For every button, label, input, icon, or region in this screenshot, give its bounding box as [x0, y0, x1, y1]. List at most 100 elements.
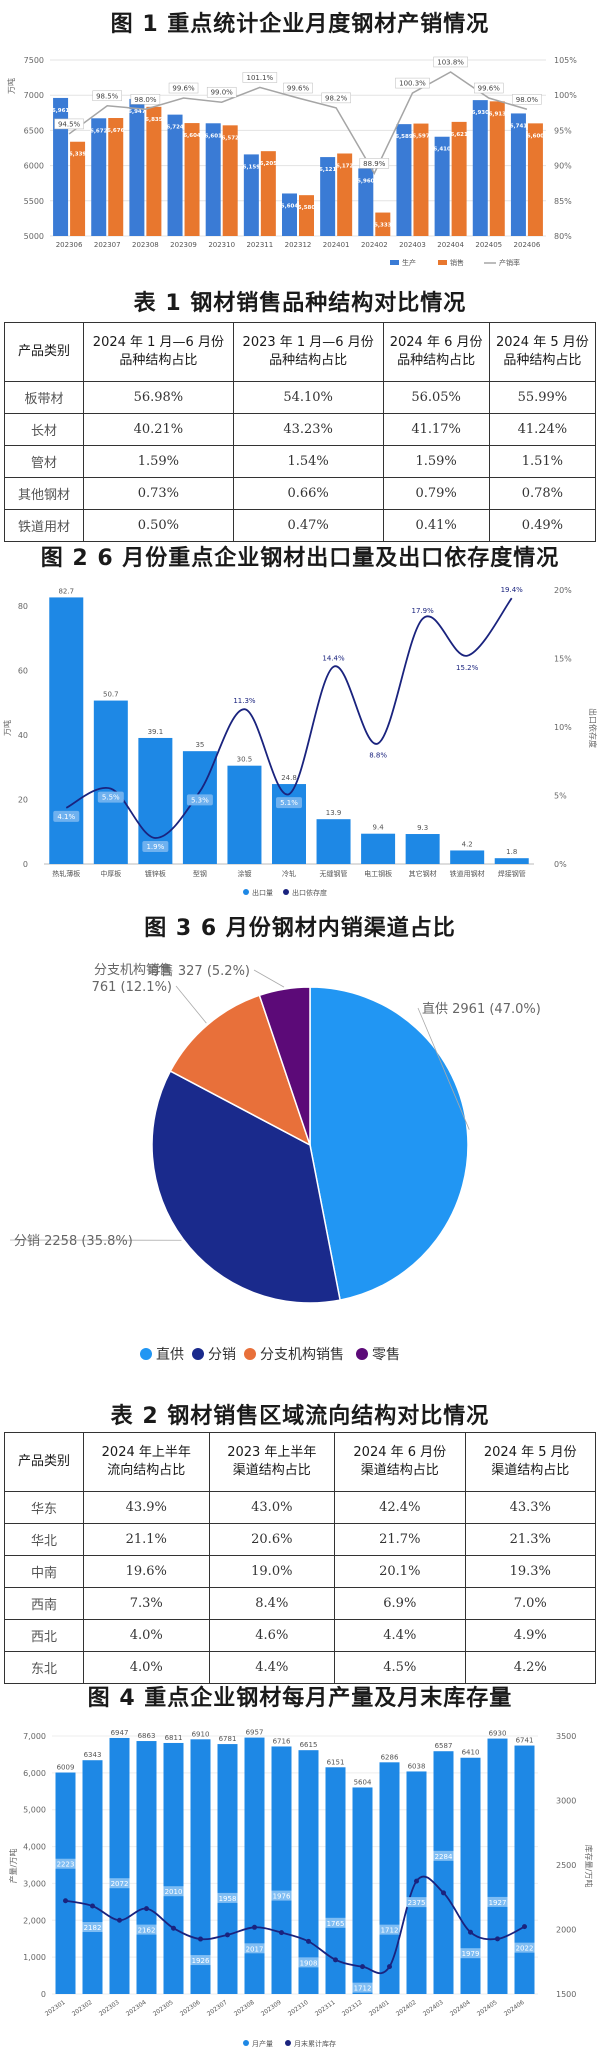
fig3-legend-swatch-2: [192, 1348, 204, 1360]
fig2-bar-export: [494, 858, 529, 864]
fig4-production-label: 6587: [435, 1742, 453, 1750]
fig2-legend-export: 出口量: [252, 888, 273, 897]
fig4-bar-production: [487, 1738, 508, 1994]
fig2-ytick-label: 80: [18, 602, 28, 611]
tab2-cell: 中南: [4, 1555, 84, 1588]
fig3-legend-label: 分支机构销售: [260, 1347, 344, 1363]
fig4-chart: 0 1,000 2,000 3,000 4,000 5,000 6,000 7,000 1500…: [8, 1729, 594, 2048]
fig2-export-label: 82.7: [58, 587, 74, 595]
fig4-ylabel: 产量/万吨: [8, 1849, 18, 1884]
fig4-ytick-label: 2,000: [23, 1916, 46, 1925]
tab2-cell: 7.3%: [83, 1587, 210, 1620]
fig4-xtick-label: 202305: [152, 1999, 175, 2018]
tab1-cell: 1.51%: [488, 445, 597, 478]
fig1-rate-label-box: [92, 90, 122, 102]
fig4-inventory-label: 2223: [57, 1861, 75, 1869]
tab2-cell: 19.0%: [208, 1555, 336, 1588]
fig3-slice-label: 分支机构销售: [94, 962, 172, 978]
fig1-title: 图 1 重点统计企业月度钢材产销情况: [110, 12, 490, 37]
fig4-production-label: 6343: [84, 1751, 102, 1759]
fig3-slice-label: 零售 327 (5.2%): [148, 963, 250, 979]
fig3-legend-swatch-4: [356, 1348, 368, 1360]
fig3-title: 图 3 6 月份钢材内销渠道占比: [144, 916, 456, 941]
fig4-xtick-label: 202309: [260, 1999, 283, 2018]
fig1-rate-label: 103.8%: [437, 58, 464, 66]
fig1-xtick-label: 202405: [475, 241, 502, 249]
fig4-ytick-label: 3,000: [23, 1879, 46, 1888]
tab1-header-cell: 2023 年 1 月—6 月份 品种结构占比: [232, 322, 384, 382]
tab2-cell: 东北: [4, 1651, 84, 1684]
fig4-production-label: 6781: [219, 1735, 237, 1743]
fig4-ytick-label: 7,000: [23, 1732, 46, 1741]
fig1-y2tick-label: 95%: [554, 126, 572, 135]
fig2-xtick-label: 热轧薄板: [52, 869, 80, 878]
fig1-rate-label: 98.2%: [325, 94, 348, 102]
fig2-bar-export: [316, 819, 351, 864]
tab2-cell: 6.9%: [334, 1587, 466, 1620]
fig4-ytick-label: 4,000: [23, 1843, 46, 1852]
fig4-inventory-label-box: [514, 1942, 535, 1953]
fig4-legend-production: 月产量: [252, 2039, 273, 2048]
tab1-cell: 其他钢材: [4, 477, 84, 510]
tab2-header-cell: 2024 年上半年 流向结构占比: [83, 1432, 210, 1492]
fig1-sales-label: 6,172: [336, 163, 354, 169]
fig4-xtick-label: 202406: [503, 1999, 526, 2018]
fig1-production-label: 6,961: [52, 108, 70, 114]
fig3-slice-3: [169, 994, 312, 1147]
tab2-cell: 21.1%: [83, 1523, 210, 1556]
tab1-header-cell: 产品类别: [4, 322, 84, 382]
fig1-sales-label: 6,205: [260, 161, 278, 167]
fig2-bar-export: [272, 784, 306, 864]
tab2-cell: 西南: [4, 1587, 84, 1620]
fig1-bar-sales: [299, 195, 314, 236]
fig2-bar-export: [93, 700, 128, 864]
fig1-xtick-label: 202406: [514, 241, 541, 249]
tab2-cell: 华东: [4, 1491, 84, 1524]
table-row: 中南 19.6% 19.0% 20.1% 19.3%: [4, 1555, 597, 1588]
fig1-ytick-label: 5500: [24, 197, 44, 206]
fig1-rate-label-box: [54, 118, 84, 130]
fig4-ytick-label: 5,000: [23, 1806, 46, 1815]
fig1-bar-production: [434, 136, 450, 236]
fig1-production-label: 6,741: [510, 123, 528, 129]
fig1-bar-production: [243, 154, 259, 236]
fig4-production-label: 6957: [246, 1729, 264, 1737]
tab1-cell: 41.24%: [488, 413, 597, 446]
table-row: 西南 7.3% 8.4% 6.9% 7.0%: [4, 1587, 597, 1620]
fig4-inventory-label: 1979: [462, 1950, 480, 1958]
fig4-production-label: 6930: [489, 1730, 507, 1738]
fig4-inventory-label-box: [136, 1924, 157, 1935]
fig1-bar-sales: [222, 125, 238, 236]
tab2-header-cell: 产品类别: [4, 1432, 84, 1492]
fig4-inventory-point: [144, 1906, 149, 1912]
fig3-leader-line: [175, 985, 207, 1024]
tab1-cell: 0.66%: [232, 477, 384, 510]
fig4-bar-production: [514, 1745, 535, 1994]
fig1-bar-sales: [260, 151, 276, 236]
fig2-xtick-label: 型钢: [193, 869, 207, 878]
fig4-inventory-label-box: [109, 1878, 130, 1889]
table-row: 其他钢材 0.73% 0.66% 0.79% 0.78%: [4, 477, 597, 510]
fig3-chart: 直供 2961 (47.0%) 分销 2258 (35.8%) 分支机构销售 761 …: [9, 962, 541, 1363]
fig1-rate-label-box: [395, 77, 430, 89]
fig2-dependency-label-box: [186, 794, 213, 806]
fig2-ytick-label: 20: [18, 796, 28, 805]
fig1-production-label: 5,960: [357, 178, 375, 184]
fig2-y2tick-label: 0%: [554, 860, 567, 869]
fig1-production-label: 6,601: [204, 133, 222, 139]
fig1-bar-production: [472, 100, 488, 237]
tab2-cell: 西北: [4, 1619, 84, 1652]
fig4-inventory-point: [171, 1925, 176, 1931]
fig1-ylabel: 万吨: [6, 78, 16, 94]
fig2-xtick-label: 其它钢材: [409, 869, 437, 878]
fig4-xtick-label: 202303: [98, 1999, 121, 2018]
fig2-xtick-label: 镀锌板: [145, 869, 166, 878]
fig1-sales-label: 5,333: [374, 223, 392, 229]
fig4-y2tick-label: 3500: [556, 1732, 576, 1741]
fig1-xtick-label: 202311: [246, 241, 273, 249]
tab1-cell: 56.98%: [83, 381, 234, 414]
fig4-inventory-label-box: [163, 1886, 184, 1897]
fig4-xtick-label: 202404: [449, 1999, 472, 2018]
fig1-ytick-label: 7000: [24, 91, 44, 100]
